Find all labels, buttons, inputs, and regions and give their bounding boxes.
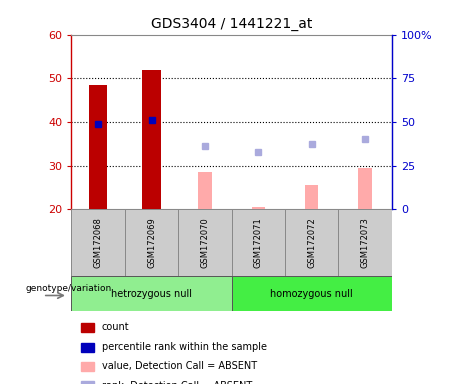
Text: value, Detection Call = ABSENT: value, Detection Call = ABSENT — [101, 361, 257, 371]
Bar — [252, 207, 265, 209]
Bar — [71, 209, 125, 276]
Bar — [81, 381, 94, 384]
Text: GSM172070: GSM172070 — [201, 217, 209, 268]
Bar — [178, 209, 231, 276]
Bar — [71, 276, 231, 311]
Text: count: count — [101, 322, 129, 332]
Bar — [81, 323, 94, 332]
Bar — [81, 343, 94, 352]
Title: GDS3404 / 1441221_at: GDS3404 / 1441221_at — [151, 17, 313, 31]
Bar — [338, 209, 392, 276]
Text: homozygous null: homozygous null — [270, 289, 353, 299]
Bar — [359, 168, 372, 209]
Bar — [285, 209, 338, 276]
Bar — [305, 185, 319, 209]
Text: GSM172071: GSM172071 — [254, 217, 263, 268]
Text: genotype/variation: genotype/variation — [25, 284, 111, 293]
Bar — [125, 209, 178, 276]
Bar — [231, 276, 392, 311]
Text: GSM172072: GSM172072 — [307, 217, 316, 268]
Bar — [142, 70, 161, 209]
Text: GSM172068: GSM172068 — [94, 217, 103, 268]
Bar — [231, 209, 285, 276]
Bar — [89, 85, 107, 209]
Text: GSM172073: GSM172073 — [361, 217, 370, 268]
Text: percentile rank within the sample: percentile rank within the sample — [101, 342, 266, 352]
Text: hetrozygous null: hetrozygous null — [111, 289, 192, 299]
Bar — [198, 172, 212, 209]
Bar — [81, 362, 94, 371]
Text: GSM172069: GSM172069 — [147, 217, 156, 268]
Text: rank, Detection Call = ABSENT: rank, Detection Call = ABSENT — [101, 381, 252, 384]
